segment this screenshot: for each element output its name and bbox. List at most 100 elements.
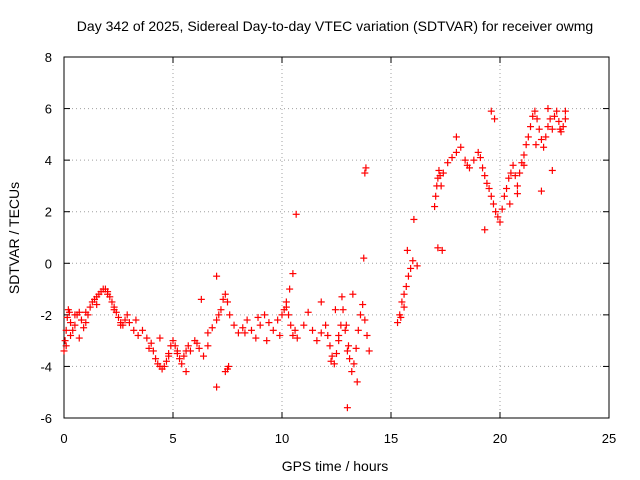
data-point xyxy=(494,213,502,221)
data-point xyxy=(169,337,177,345)
data-point xyxy=(410,215,418,223)
data-point xyxy=(434,244,442,252)
data-point xyxy=(397,313,405,321)
data-point xyxy=(431,203,439,211)
data-point xyxy=(224,298,231,306)
data-point xyxy=(561,115,569,123)
data-point xyxy=(322,321,330,329)
data-point xyxy=(213,383,221,391)
data-point xyxy=(561,107,569,115)
data-point xyxy=(274,316,282,324)
data-point xyxy=(60,347,68,355)
data-point xyxy=(463,161,471,169)
y-axis-label: SDTVAR / TECUs xyxy=(6,182,22,294)
data-point xyxy=(213,272,221,280)
data-point xyxy=(505,174,513,182)
data-point xyxy=(338,293,346,301)
data-point xyxy=(398,298,406,306)
data-point xyxy=(304,308,312,316)
data-point xyxy=(444,159,452,167)
data-point xyxy=(354,326,362,334)
plot-frame xyxy=(63,56,610,419)
data-point xyxy=(200,352,208,360)
data-point xyxy=(186,347,194,355)
data-point xyxy=(243,316,251,324)
data-point xyxy=(173,347,181,355)
data-point xyxy=(479,164,487,172)
chart-title: Day 342 of 2025, Sidereal Day-to-day VTE… xyxy=(77,18,593,34)
data-point xyxy=(448,154,456,162)
data-point xyxy=(509,161,517,169)
data-point xyxy=(171,342,179,350)
data-point xyxy=(350,360,358,368)
data-point xyxy=(492,208,500,216)
data-point xyxy=(80,324,88,332)
axis-ticks xyxy=(63,56,610,419)
data-point xyxy=(213,316,221,324)
data-point xyxy=(487,107,495,115)
data-point xyxy=(252,334,260,342)
data-point xyxy=(160,362,168,370)
data-point xyxy=(404,272,412,280)
data-point xyxy=(217,306,225,314)
data-point xyxy=(498,205,506,213)
data-point xyxy=(221,290,229,298)
data-point xyxy=(300,321,308,329)
data-point xyxy=(360,254,368,262)
data-point xyxy=(165,352,173,360)
data-point xyxy=(234,329,242,337)
data-point xyxy=(452,133,460,141)
data-point xyxy=(215,311,223,319)
data-point xyxy=(535,125,543,133)
data-point xyxy=(265,319,273,327)
y-tick-label: 2 xyxy=(45,205,52,220)
data-point xyxy=(496,218,504,226)
data-point xyxy=(282,298,290,306)
data-point xyxy=(117,321,125,329)
data-point xyxy=(485,185,493,193)
data-point xyxy=(289,270,297,278)
data-point xyxy=(61,337,69,345)
y-tick-label: -6 xyxy=(40,411,52,426)
data-point xyxy=(537,187,545,195)
data-point xyxy=(359,301,367,309)
data-point xyxy=(551,112,558,120)
data-point xyxy=(104,290,112,298)
data-point xyxy=(344,342,352,350)
data-point xyxy=(343,404,351,412)
data-point xyxy=(225,362,233,370)
data-point xyxy=(292,210,300,218)
data-point xyxy=(178,360,186,368)
data-point xyxy=(65,308,73,316)
data-point xyxy=(317,298,325,306)
data-point xyxy=(324,331,332,339)
data-point xyxy=(176,355,184,363)
data-point xyxy=(529,112,537,120)
data-point xyxy=(532,141,540,149)
data-point xyxy=(555,117,563,125)
data-point xyxy=(261,311,269,319)
data-point xyxy=(309,326,317,334)
y-tick-label: 4 xyxy=(45,153,52,168)
data-point xyxy=(327,357,335,365)
data-point xyxy=(500,192,508,200)
data-point xyxy=(195,344,203,352)
data-point xyxy=(156,334,164,342)
data-point xyxy=(115,313,122,321)
data-point xyxy=(286,285,294,293)
data-point xyxy=(93,301,101,309)
data-point xyxy=(326,342,334,350)
data-point xyxy=(180,352,188,360)
data-point xyxy=(352,344,360,352)
data-point xyxy=(63,313,71,321)
data-point xyxy=(193,339,201,347)
data-point xyxy=(544,105,552,113)
data-point xyxy=(553,107,561,115)
data-point xyxy=(522,141,530,149)
data-point xyxy=(331,306,339,314)
data-point xyxy=(293,334,301,342)
x-tick-label: 0 xyxy=(60,431,67,446)
data-point xyxy=(75,308,83,316)
x-tick-label: 25 xyxy=(602,431,616,446)
